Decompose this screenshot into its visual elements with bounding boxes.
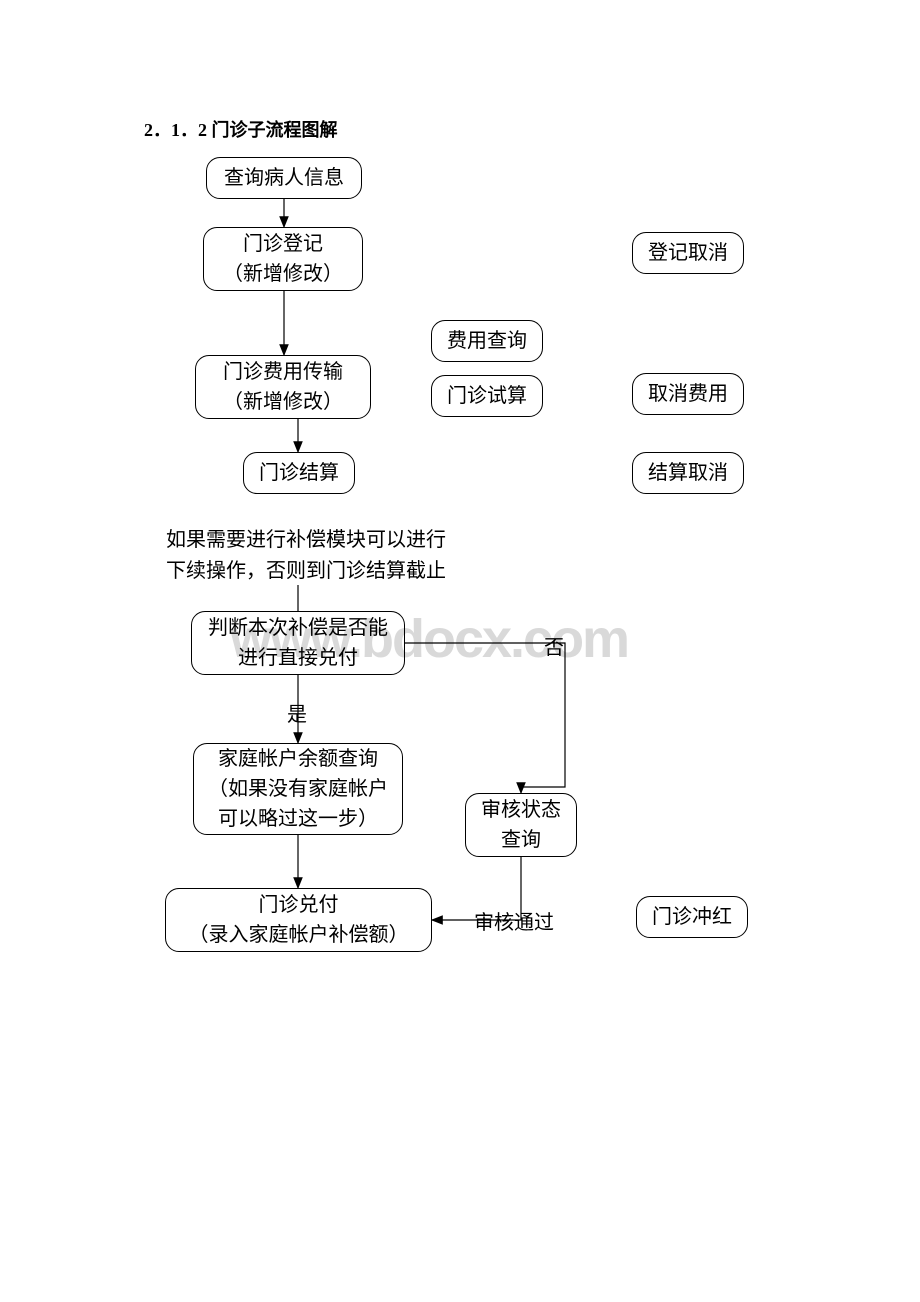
flow-label-line: 审核通过 [474,908,554,939]
section-heading: 2．1．2 门诊子流程图解 [144,116,338,142]
flow-label-line: 如果需要进行补偿模块可以进行 [166,525,446,556]
flow-node-line: 门诊结算 [259,458,339,488]
flow-label: 否 [544,633,564,664]
flow-node-line: 可以略过这一步） [218,804,378,834]
flow-node-line: 取消费用 [648,379,728,409]
flow-label-line: 否 [544,633,564,664]
flow-label-line: 是 [287,700,307,731]
flow-node-line: 门诊冲红 [652,902,732,932]
flow-label: 是 [287,700,307,731]
flow-node-line: 查询 [501,825,541,855]
flow-node-line: 判断本次补偿是否能 [208,613,388,643]
flow-node-line: （如果没有家庭帐户 [208,774,388,804]
flow-node-line: 门诊兑付 [259,890,339,920]
flow-node-line: 进行直接兑付 [238,643,358,673]
flow-node: 门诊结算 [243,452,355,494]
flow-node: 查询病人信息 [206,157,362,199]
flow-label-line: 下续操作，否则到门诊结算截止 [166,556,446,587]
flow-node: 登记取消 [632,232,744,274]
flow-node: 审核状态查询 [465,793,577,857]
flow-node-line: 门诊试算 [447,381,527,411]
flow-label: 审核通过 [474,908,554,939]
flow-node-line: 家庭帐户余额查询 [218,744,378,774]
flow-node: 门诊兑付（录入家庭帐户补偿额） [165,888,432,952]
flow-node-line: 审核状态 [481,795,561,825]
flow-node-line: 费用查询 [447,326,527,356]
flow-node: 门诊登记（新增修改） [203,227,363,291]
flow-node: 门诊冲红 [636,896,748,938]
flow-label: 如果需要进行补偿模块可以进行下续操作，否则到门诊结算截止 [166,525,446,587]
flow-node-line: 结算取消 [648,458,728,488]
flow-node: 费用查询 [431,320,543,362]
flow-node-line: 查询病人信息 [224,163,344,193]
flow-node-line: （录入家庭帐户补偿额） [189,920,409,950]
heading-text: 2．1．2 门诊子流程图解 [144,120,338,140]
flow-node-line: 门诊费用传输 [223,357,343,387]
flow-node: 门诊试算 [431,375,543,417]
flow-node: 结算取消 [632,452,744,494]
flow-node-line: （新增修改） [223,259,343,289]
flow-node: 取消费用 [632,373,744,415]
flow-node-line: 登记取消 [648,238,728,268]
flow-node-line: 门诊登记 [243,229,323,259]
flow-node: 门诊费用传输（新增修改） [195,355,371,419]
flow-node-line: （新增修改） [223,387,343,417]
flow-node: 家庭帐户余额查询（如果没有家庭帐户可以略过这一步） [193,743,403,835]
flow-node: 判断本次补偿是否能进行直接兑付 [191,611,405,675]
